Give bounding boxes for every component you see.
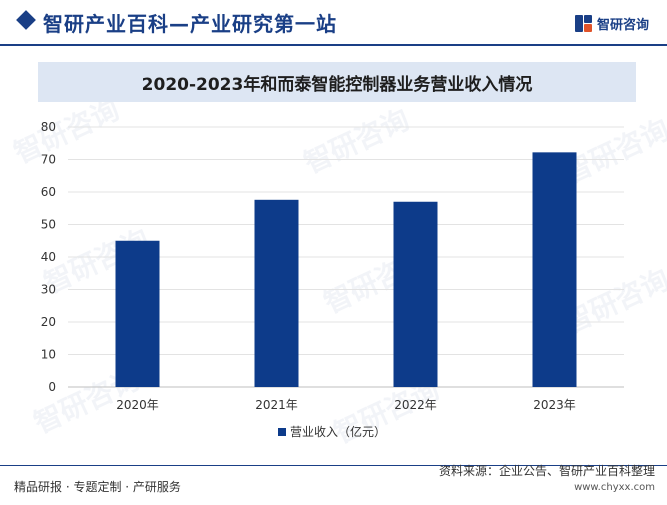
brand-name: 智研咨询 [596, 17, 649, 33]
footer-divider [0, 465, 667, 466]
chart-title: 2020-2023年和而泰智能控制器业务营业收入情况 [141, 74, 533, 95]
data-source: 资料来源：企业公告、智研产业百科整理 [438, 464, 655, 478]
website-url[interactable]: www.chyxx.com [574, 482, 655, 493]
y-tick-label: 20 [41, 315, 56, 329]
header-divider [0, 44, 667, 46]
page-header: 智研产业百科—产业研究第一站 智研咨询 [0, 0, 667, 44]
x-tick-label: 2021年 [255, 398, 298, 412]
y-tick-label: 0 [48, 380, 56, 394]
x-tick-label: 2020年 [116, 398, 159, 412]
legend-label: 营业收入（亿元） [290, 424, 386, 439]
brand-logo[interactable]: 智研咨询 [574, 13, 649, 33]
legend-swatch [278, 428, 286, 436]
bar [393, 201, 438, 387]
y-tick-label: 60 [41, 185, 56, 199]
bar [115, 240, 160, 387]
bar [254, 199, 299, 387]
y-tick-label: 50 [41, 218, 56, 232]
y-tick-label: 40 [41, 250, 56, 264]
chart-title-bar: 2020-2023年和而泰智能控制器业务营业收入情况 [38, 62, 636, 102]
bar-chart: 0 10 20 30 40 50 60 70 80 2020年 2021年 2022年 2023年营业收… [41, 120, 624, 439]
footer-tagline: 精品研报 · 专题定制 · 产研服务 [14, 480, 181, 494]
logo-icon [574, 14, 592, 32]
y-tick-label: 10 [41, 348, 56, 362]
header-title: 智研产业百科—产业研究第一站 [43, 12, 337, 36]
x-tick-label: 2023年 [533, 398, 576, 412]
x-tick-label: 2022年 [394, 398, 437, 412]
y-tick-label: 30 [41, 283, 56, 297]
y-tick-label: 70 [41, 153, 56, 167]
bar [532, 152, 577, 387]
y-tick-label: 80 [41, 120, 56, 134]
diamond-icon [16, 10, 36, 30]
